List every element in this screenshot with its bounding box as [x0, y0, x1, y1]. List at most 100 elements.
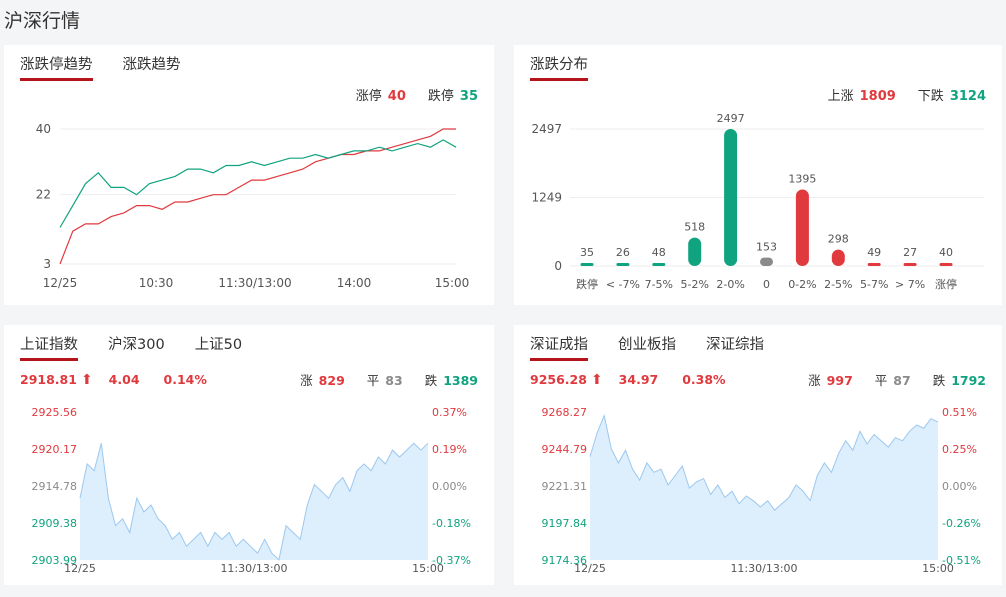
x-tick-label: 11:30/13:00: [218, 276, 291, 290]
bar[interactable]: [760, 257, 773, 266]
y-tick-label: 1249: [531, 190, 562, 204]
tab-sz-composite[interactable]: 深证综指: [706, 337, 764, 353]
bar[interactable]: [939, 263, 953, 266]
sh-index-tabs: 上证指数 沪深300 上证50: [20, 335, 272, 361]
y-tick-label: 40: [36, 122, 51, 136]
rise-label: 上涨: [827, 89, 854, 104]
tab-sz-component[interactable]: 深证成指: [530, 335, 588, 361]
sh-flat-label: 平: [366, 373, 380, 388]
bar-value-label: 35: [580, 246, 594, 259]
tab-distribution[interactable]: 涨跌分布: [530, 55, 588, 81]
sz-down-label: 跌: [932, 373, 946, 388]
sz-flat-label: 平: [874, 373, 888, 388]
x-tick-label: 12/25: [574, 562, 606, 575]
x-tick-label: 11:30/13:00: [220, 562, 287, 575]
y-tick-label-right: 0.25%: [942, 443, 977, 456]
x-tick-label: 15:00: [412, 562, 444, 575]
y-tick-label-right: 0.19%: [432, 443, 467, 456]
tab-limit-trend[interactable]: 涨跌停趋势: [20, 55, 93, 81]
page-title: 沪深行情: [4, 10, 81, 32]
bar[interactable]: [867, 263, 881, 266]
bar[interactable]: [903, 263, 917, 266]
y-tick-label-right: 0.37%: [432, 406, 467, 419]
up-arrow-icon: ⬆: [590, 371, 603, 388]
y-tick-label-left: 2909.38: [32, 517, 78, 530]
x-tick-label: 15:00: [435, 276, 470, 290]
tab-csi300[interactable]: 沪深300: [108, 337, 165, 353]
y-tick-label-left: 9197.84: [542, 517, 588, 530]
x-category-label: 0: [763, 278, 770, 291]
limit-down-label: 跌停: [427, 89, 454, 104]
sh-up-label: 涨: [300, 373, 313, 388]
index-area: [80, 443, 428, 560]
y-tick-label-left: 2903.99: [32, 554, 78, 567]
bar[interactable]: [795, 189, 809, 266]
sz-index-header: 9256.28 ⬆ 34.97 0.38% 涨 997 平 87 跌 1792: [530, 370, 986, 389]
distribution-tabs: 涨跌分布: [530, 55, 618, 81]
tab-sse50[interactable]: 上证50: [194, 337, 243, 353]
x-tick-label: 12/25: [43, 276, 78, 290]
sh-down-count: 1389: [443, 373, 478, 388]
sh-index-card: 上证指数 沪深300 上证50 2918.81 ⬆ 4.04 0.14% 涨 82…: [4, 325, 494, 585]
y-tick-label-left: 9268.27: [542, 406, 588, 419]
limit-trend-card: 涨跌停趋势 涨跌趋势 涨停 40 跌停 35 40 22 3 12/25 10:30 11:3…: [4, 45, 494, 305]
sz-index-price: 9256.28: [530, 372, 587, 387]
y-tick-label: 2497: [531, 122, 562, 136]
sz-flat-count: 87: [893, 373, 911, 388]
bar-value-label: 27: [903, 246, 917, 259]
bar-value-label: 49: [867, 246, 881, 259]
rise-count: 1809: [859, 89, 896, 104]
bar-value-label: 48: [652, 246, 666, 259]
bar[interactable]: [724, 129, 738, 266]
limit-up-count: 40: [387, 89, 406, 104]
y-tick-label: 0: [554, 259, 562, 273]
bar-value-label: 26: [616, 246, 630, 259]
y-tick-label-left: 9244.79: [542, 443, 588, 456]
bar[interactable]: [616, 263, 630, 266]
fall-count: 3124: [949, 89, 986, 104]
bar-value-label: 1395: [788, 172, 816, 185]
y-tick-label-left: 9174.36: [542, 554, 588, 567]
x-category-label: 5-7%: [860, 278, 888, 291]
sh-index-header: 2918.81 ⬆ 4.04 0.14% 涨 829 平 83 跌 1389: [20, 370, 478, 389]
bar-value-label: 298: [828, 233, 849, 246]
y-tick-label: 3: [43, 257, 51, 271]
bar[interactable]: [580, 263, 594, 266]
sh-flat-count: 83: [385, 373, 403, 388]
sz-index-card: 深证成指 创业板指 深证综指 9256.28 ⬆ 34.97 0.38% 涨 99…: [514, 325, 1002, 585]
limit-trend-chart: 40 22 3 12/25 10:30 11:30/13:00 14:00 15:00: [36, 122, 470, 290]
x-category-label: 5-2%: [680, 278, 708, 291]
x-category-label: 7-5%: [645, 278, 673, 291]
bar[interactable]: [652, 263, 666, 266]
distribution-chart: 2497 1249 0 35 跌停 26 < -7% 48 7-5% 518 5-2% 2497 2-0…: [531, 112, 984, 291]
limit-trend-legend: 涨停 40 跌停 35: [356, 85, 478, 104]
sz-index-tabs: 深证成指 创业板指 深证综指: [530, 335, 794, 361]
distribution-card: 涨跌分布 上涨 1809 下跌 3124 2497 1249 0 35 跌停 26 < -7% 4…: [514, 45, 1002, 305]
y-tick-label-left: 9221.31: [542, 480, 588, 493]
sh-index-pct: 0.14%: [163, 372, 207, 387]
sz-up-label: 涨: [808, 373, 821, 388]
tab-sh-composite[interactable]: 上证指数: [20, 335, 78, 361]
distribution-legend: 上涨 1809 下跌 3124: [828, 85, 986, 104]
y-tick-label: 22: [36, 188, 51, 202]
x-category-label: 2-5%: [824, 278, 852, 291]
bar-value-label: 153: [756, 241, 777, 254]
limit-trend-tabs: 涨跌停趋势 涨跌趋势: [20, 55, 211, 81]
index-line: [589, 413, 939, 511]
x-category-label: 0-2%: [788, 278, 816, 291]
tab-rise-fall-trend[interactable]: 涨跌趋势: [122, 57, 181, 73]
limit-down-count: 35: [459, 89, 478, 104]
x-category-label: > 7%: [895, 278, 925, 291]
x-tick-label: 11:30/13:00: [730, 562, 797, 575]
x-tick-label: 10:30: [139, 276, 174, 290]
limit-up-line: [59, 128, 456, 265]
y-tick-label-right: -0.51%: [942, 554, 981, 567]
sh-down-label: 跌: [424, 373, 438, 388]
y-tick-label-right: -0.37%: [432, 554, 471, 567]
bar[interactable]: [831, 249, 845, 266]
y-tick-label-left: 2914.78: [32, 480, 78, 493]
y-tick-label-right: 0.00%: [942, 480, 977, 493]
tab-chinext[interactable]: 创业板指: [618, 337, 676, 353]
limit-up-label: 涨停: [355, 89, 382, 104]
bar[interactable]: [688, 237, 702, 266]
